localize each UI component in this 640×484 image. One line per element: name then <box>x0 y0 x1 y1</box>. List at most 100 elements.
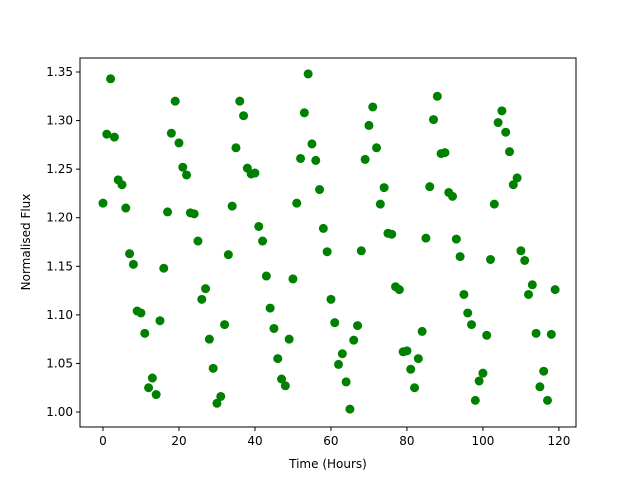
point <box>136 308 146 318</box>
point <box>432 91 442 101</box>
y-tick-label: 1.25 <box>46 162 73 176</box>
y-tick-label: 1.05 <box>46 356 73 370</box>
point <box>546 329 556 339</box>
point <box>261 271 271 281</box>
point <box>501 127 511 137</box>
y-tick-label: 1.30 <box>46 114 73 128</box>
point <box>197 294 207 304</box>
point <box>204 334 214 344</box>
point <box>486 255 496 265</box>
point <box>303 69 313 79</box>
point <box>364 120 374 130</box>
point <box>125 249 135 259</box>
point <box>349 335 359 345</box>
point <box>208 363 218 373</box>
point <box>258 236 268 246</box>
x-tick-label: 60 <box>323 434 338 448</box>
point <box>163 207 173 217</box>
point <box>315 185 325 195</box>
point <box>144 383 154 393</box>
point <box>489 199 499 209</box>
point <box>307 139 317 149</box>
y-axis-label: Normalised Flux <box>19 194 33 291</box>
point <box>497 106 507 116</box>
point <box>543 395 553 405</box>
point <box>106 74 116 84</box>
point <box>273 354 283 364</box>
point <box>193 236 203 246</box>
point <box>102 129 112 139</box>
point <box>394 285 404 295</box>
point <box>508 180 518 190</box>
point <box>227 201 237 211</box>
point <box>178 162 188 172</box>
y-tick-label: 1.00 <box>46 405 73 419</box>
point <box>280 381 290 391</box>
point <box>292 198 302 208</box>
y-tick-label: 1.15 <box>46 259 73 273</box>
point <box>109 132 119 142</box>
point <box>170 96 180 106</box>
x-tick-label: 100 <box>471 434 494 448</box>
point <box>448 191 458 201</box>
point <box>459 289 469 299</box>
point <box>417 326 427 336</box>
point <box>277 374 287 384</box>
point <box>440 148 450 158</box>
point <box>482 330 492 340</box>
point <box>151 390 161 400</box>
point <box>360 154 370 164</box>
point <box>524 289 534 299</box>
point <box>250 168 260 178</box>
plot-frame <box>79 57 577 428</box>
x-tick-label: 20 <box>171 434 186 448</box>
point <box>463 308 473 318</box>
point <box>322 247 332 257</box>
point <box>341 377 351 387</box>
point <box>379 183 389 193</box>
point <box>231 143 241 153</box>
point <box>345 404 355 414</box>
point <box>201 284 211 294</box>
point <box>505 147 515 157</box>
point <box>330 318 340 328</box>
point <box>520 255 530 265</box>
y-tick-label: 1.35 <box>46 65 73 79</box>
x-tick-label: 120 <box>547 434 570 448</box>
point <box>539 366 549 376</box>
point <box>235 96 245 106</box>
point <box>299 108 309 118</box>
point <box>265 303 275 313</box>
point <box>117 180 127 190</box>
point <box>429 115 439 125</box>
point <box>334 359 344 369</box>
point <box>372 143 382 153</box>
point <box>128 259 138 269</box>
point <box>478 368 488 378</box>
point <box>535 382 545 392</box>
y-tick-label: 1.10 <box>46 308 73 322</box>
point <box>239 111 249 121</box>
point <box>174 138 184 148</box>
point <box>166 128 176 138</box>
point <box>410 383 420 393</box>
point <box>356 246 366 256</box>
point <box>159 263 169 273</box>
x-tick-label: 40 <box>247 434 262 448</box>
point <box>296 153 306 163</box>
point <box>512 173 522 183</box>
point <box>368 102 378 112</box>
point <box>269 323 279 333</box>
point <box>406 364 416 374</box>
point <box>182 170 192 180</box>
point <box>387 229 397 239</box>
point <box>288 274 298 284</box>
x-axis-label: Time (Hours) <box>288 457 367 471</box>
point <box>284 334 294 344</box>
point <box>402 346 412 356</box>
point <box>140 328 150 338</box>
point <box>155 316 165 326</box>
point <box>531 328 541 338</box>
point <box>493 118 503 128</box>
